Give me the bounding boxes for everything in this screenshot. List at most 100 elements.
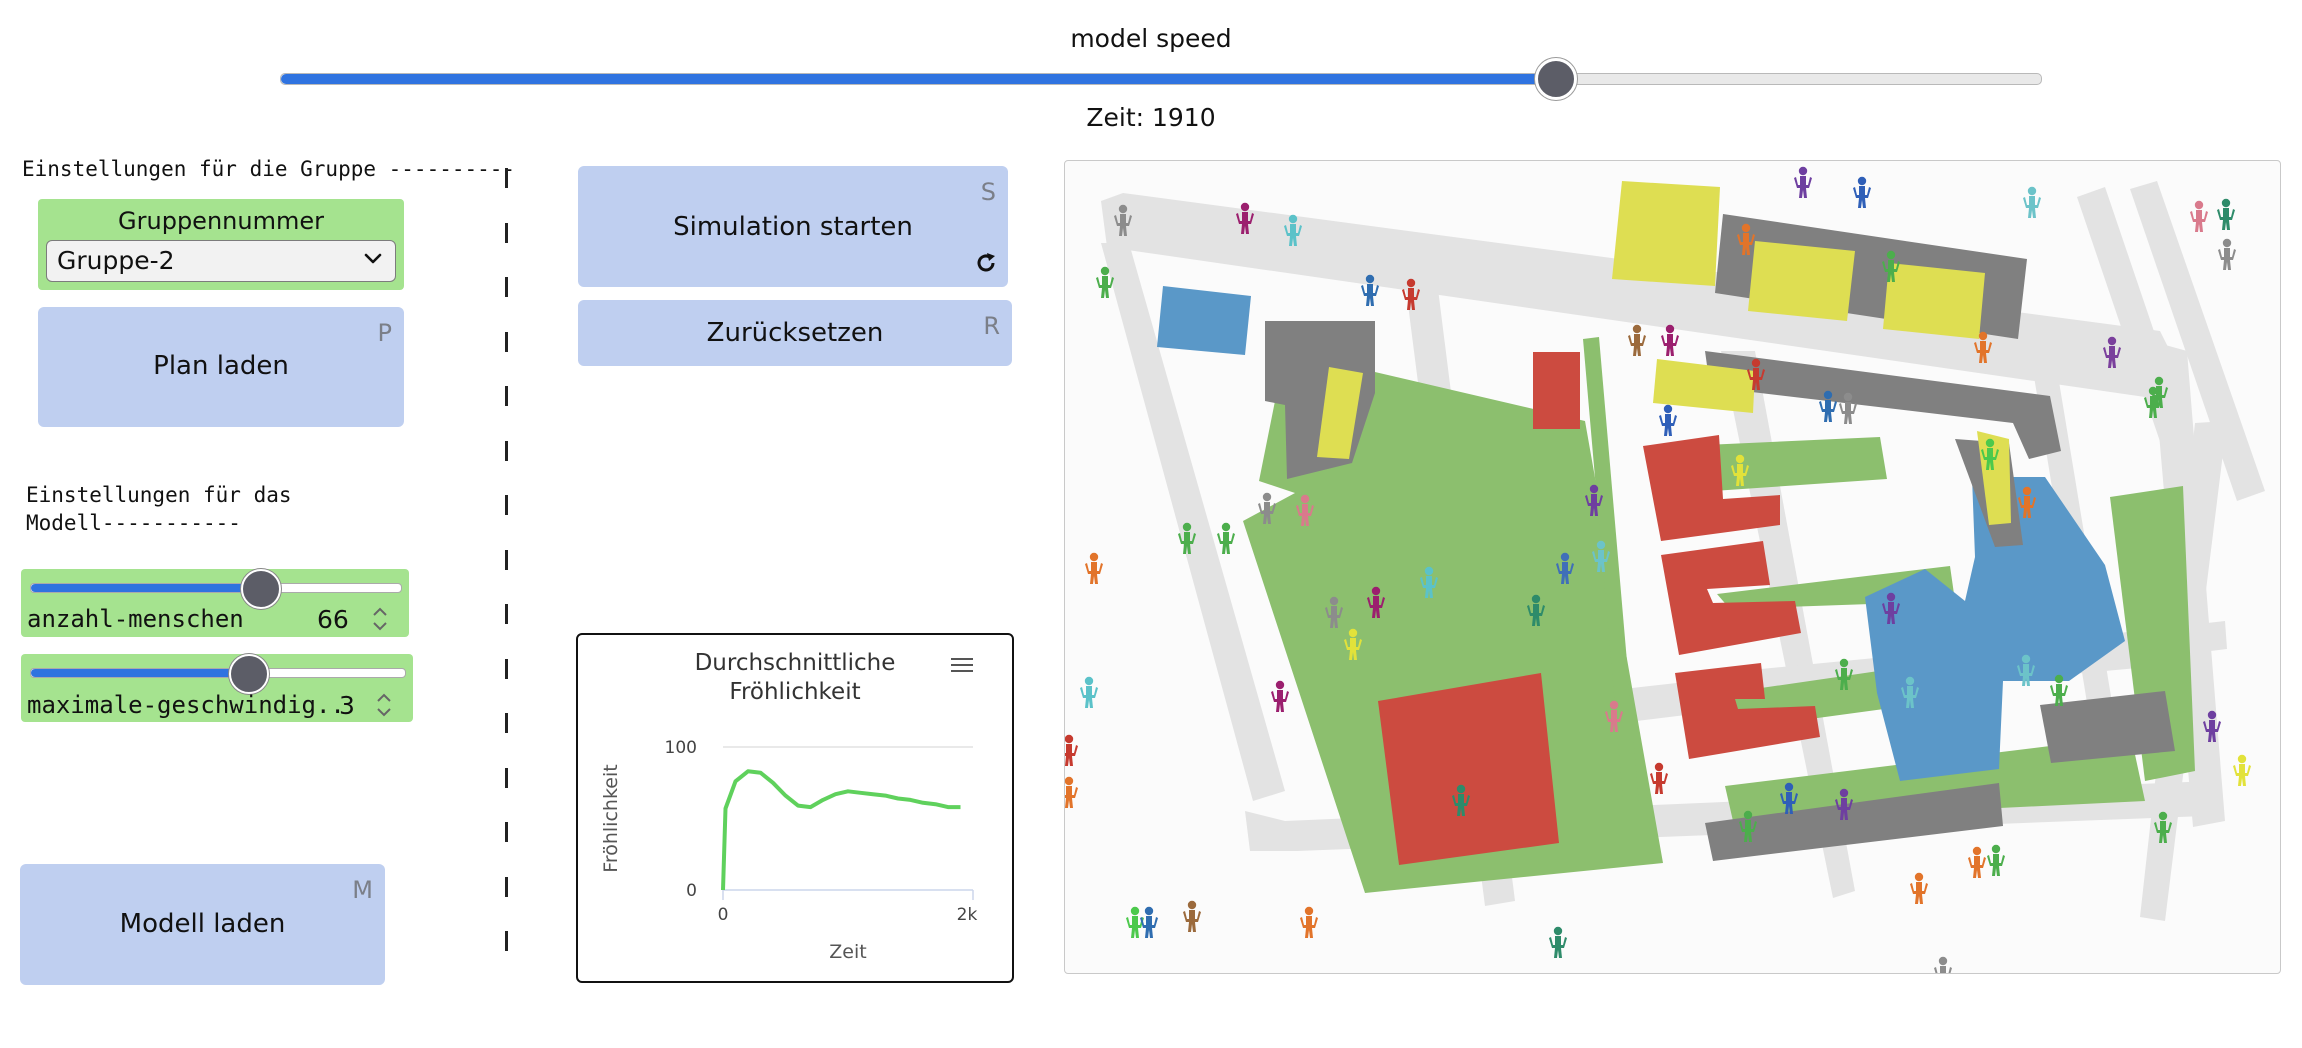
person bbox=[1549, 926, 1567, 958]
load-model-label: Modell laden bbox=[119, 909, 286, 939]
person bbox=[1258, 492, 1276, 524]
person-head bbox=[1735, 454, 1745, 464]
person bbox=[1344, 628, 1362, 660]
road bbox=[1101, 193, 2180, 397]
menu-icon[interactable] bbox=[950, 655, 974, 679]
person-head bbox=[2207, 710, 2217, 720]
person-head bbox=[1329, 596, 1339, 606]
person bbox=[1065, 776, 1078, 808]
building-red bbox=[1643, 435, 1780, 541]
maximale-geschwindigkeit-fill bbox=[31, 669, 248, 677]
person bbox=[1556, 552, 1574, 584]
person bbox=[1747, 358, 1765, 390]
person-head bbox=[2027, 186, 2037, 196]
building-blue bbox=[1157, 286, 1251, 355]
reset-button[interactable]: Zurücksetzen R bbox=[578, 300, 1012, 366]
maximale-geschwindigkeit-knob[interactable] bbox=[228, 654, 269, 694]
person bbox=[1271, 680, 1289, 712]
load-model-hotkey: M bbox=[352, 876, 373, 904]
person-head bbox=[1596, 540, 1606, 550]
anzahl-menschen-slider[interactable] bbox=[30, 583, 402, 593]
road bbox=[2130, 181, 2265, 501]
divider-dash bbox=[505, 822, 508, 842]
person bbox=[1739, 810, 1757, 842]
divider-dash bbox=[505, 440, 508, 461]
plot-title-line2: Fröhlichkeit bbox=[729, 679, 861, 705]
person-body bbox=[1661, 334, 1679, 356]
person-head bbox=[1560, 552, 1570, 562]
happiness-plot: Durchschnittliche Fröhlichkeit 0 100 0 2k Ze… bbox=[576, 633, 1014, 983]
person-head bbox=[1304, 906, 1314, 916]
person-body bbox=[1549, 936, 1567, 958]
person-body bbox=[1140, 916, 1158, 938]
person-body bbox=[2018, 496, 2036, 518]
person-body bbox=[1527, 604, 1545, 626]
person-head bbox=[1654, 762, 1664, 772]
maximale-geschwindigkeit-slider[interactable] bbox=[30, 668, 406, 678]
person-head bbox=[1365, 274, 1375, 284]
person-body bbox=[2050, 684, 2068, 706]
person bbox=[2154, 811, 2172, 843]
divider-dash bbox=[505, 767, 508, 788]
person-head bbox=[1406, 278, 1416, 288]
divider-dash bbox=[505, 331, 508, 352]
person bbox=[2023, 186, 2041, 218]
y-tick-label: 0 bbox=[686, 881, 697, 901]
person-head bbox=[1665, 324, 1675, 334]
reset-hotkey: R bbox=[983, 312, 1000, 340]
person bbox=[1853, 176, 1871, 208]
person-body bbox=[1987, 854, 2005, 876]
happiness-line bbox=[721, 769, 961, 891]
person-head bbox=[1839, 658, 1849, 668]
person-head bbox=[1609, 700, 1619, 710]
chevron-down-icon bbox=[363, 249, 383, 273]
person-head bbox=[1991, 844, 2001, 854]
anzahl-menschen-value[interactable]: 66 bbox=[317, 605, 349, 634]
person-body bbox=[1178, 532, 1196, 554]
person-head bbox=[1632, 324, 1642, 334]
person-head bbox=[2148, 386, 2158, 396]
person-head bbox=[2054, 674, 2064, 684]
person-head bbox=[1348, 628, 1358, 638]
anzahl-menschen-stepper[interactable] bbox=[369, 603, 391, 635]
x-tick-label: 2k bbox=[957, 905, 978, 925]
person-body bbox=[1910, 882, 1928, 904]
model-speed-label: model speed bbox=[1070, 24, 1232, 53]
person bbox=[1968, 846, 1986, 878]
plot-canvas: 0 100 0 2k Zeit Fröhlichkeit bbox=[600, 738, 978, 963]
forever-loop-icon bbox=[974, 251, 998, 279]
person-body bbox=[2217, 208, 2235, 230]
person-head bbox=[1371, 586, 1381, 596]
person bbox=[2217, 198, 2235, 230]
person-head bbox=[1182, 522, 1192, 532]
person-head bbox=[1084, 676, 1094, 686]
person bbox=[1882, 592, 1900, 624]
load-plan-button[interactable]: Plan laden P bbox=[38, 307, 404, 427]
person bbox=[1987, 844, 2005, 876]
person-body bbox=[1271, 690, 1289, 712]
person-body bbox=[2023, 196, 2041, 218]
anzahl-menschen-knob[interactable] bbox=[241, 569, 282, 609]
load-plan-label: Plan laden bbox=[153, 351, 289, 381]
x-axis-label: Zeit bbox=[829, 941, 866, 963]
model-speed-slider[interactable] bbox=[280, 73, 2042, 85]
maximale-geschwindigkeit-value[interactable]: 3 bbox=[339, 691, 355, 720]
building-yellow bbox=[1317, 367, 1363, 459]
group-number-select[interactable]: Gruppe-2 bbox=[46, 240, 396, 282]
person bbox=[1300, 906, 1318, 938]
person bbox=[1780, 782, 1798, 814]
person-body bbox=[1126, 916, 1144, 938]
load-model-button[interactable]: Modell laden M bbox=[20, 864, 385, 985]
start-simulation-button[interactable]: Simulation starten S bbox=[578, 166, 1008, 287]
model-speed-knob[interactable] bbox=[1535, 58, 1577, 100]
person-body bbox=[1605, 710, 1623, 732]
building-yellow bbox=[1977, 431, 2011, 525]
person-body bbox=[2154, 821, 2172, 843]
person bbox=[1367, 586, 1385, 618]
anzahl-menschen-fill bbox=[31, 584, 261, 592]
maximale-geschwindigkeit-stepper[interactable] bbox=[373, 689, 395, 721]
person-body bbox=[2203, 720, 2221, 742]
person-body bbox=[1901, 686, 1919, 708]
person-head bbox=[1798, 166, 1808, 176]
person-head bbox=[1823, 390, 1833, 400]
